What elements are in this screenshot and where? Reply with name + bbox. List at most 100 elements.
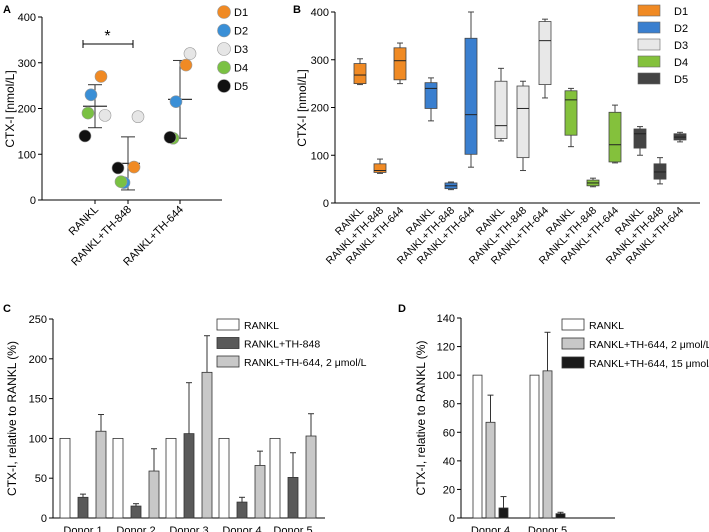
panel-a-significance-star: * — [104, 28, 110, 45]
panel-b-legend-swatch-d1 — [637, 4, 661, 17]
panel-c-bar — [130, 505, 142, 519]
panel-b-legend-swatch-d4 — [637, 55, 661, 68]
panel-b-box-d3 — [516, 85, 530, 159]
panel-b-box-d2 — [464, 37, 478, 155]
panel-c-y-tick-label: 50 — [35, 473, 47, 485]
panel-d-bar — [529, 374, 540, 519]
panel-d-bar — [555, 513, 566, 519]
panel-a-y-axis-label: CTX-I [nmol/L] — [3, 70, 17, 147]
panel-b-y-tick-label: 300 — [311, 55, 329, 67]
panel-d-y-tick-label: 100 — [437, 370, 455, 382]
panel-d-y-tick-label: 40 — [443, 456, 455, 468]
panel-d-legend-swatch — [561, 318, 585, 331]
panel-a-y-tick-label: 100 — [18, 149, 36, 161]
panel-label-a: A — [3, 4, 11, 16]
panel-a-legend-label: D3 — [234, 44, 248, 56]
panel-a-legend-swatch-d1 — [217, 5, 231, 19]
panel-d-legend-label: RANKL+TH-644, 2 μmol/L — [589, 339, 709, 351]
panel-c-legend-swatch — [216, 337, 240, 349]
panel-d-bar — [472, 374, 483, 519]
panel-b-box-d1 — [393, 47, 407, 81]
panel-b-y-tick-label: 0 — [323, 198, 329, 210]
panel-a-point-d3 — [183, 47, 197, 60]
panel-b-y-tick-label: 400 — [311, 7, 329, 19]
panel-a-point-d5 — [163, 131, 177, 144]
panel-d-y-tick-label: 0 — [449, 513, 455, 525]
panel-a-point-d3 — [98, 109, 112, 122]
panel-c-x-tick-label: Donor 1 — [63, 525, 102, 532]
panel-b-legend-label: D1 — [674, 6, 688, 18]
panel-c-y-tick-label: 250 — [29, 314, 47, 326]
panel-c-legend-swatch — [216, 355, 240, 368]
panel-b-box-d4 — [608, 111, 622, 163]
panel-c-bar — [183, 433, 195, 519]
panel-c-bar — [218, 437, 230, 519]
panel-b-legend-swatch-d5 — [637, 72, 661, 85]
panel-c-bar — [59, 437, 71, 519]
panel-c-barchart: 0 50 100 150 200 250 CTX-I, relative to RANKL … — [5, 314, 367, 532]
panel-a-legend-label: D4 — [234, 63, 248, 75]
panel-c-bar — [287, 477, 299, 519]
panel-b-box-d1 — [373, 163, 387, 173]
panel-d-x-tick-label: Donor 5 — [528, 525, 567, 532]
panel-b-legend-label: D4 — [674, 57, 688, 69]
panel-b-legend-label: D2 — [674, 23, 688, 35]
panel-d-barchart: 0 20 40 60 80 100 120 140 CTX-I, relative to RAN… — [414, 313, 709, 532]
panel-d-x-tick-label: Donor 4 — [471, 525, 510, 532]
panel-c-y-tick-label: 0 — [41, 513, 47, 525]
panel-a-y-tick-label: 400 — [18, 12, 36, 24]
panel-c-x-tick-label: Donor 4 — [222, 525, 261, 532]
panel-a-point-d1 — [179, 58, 193, 72]
panel-a-y-tick-label: 0 — [30, 195, 36, 207]
panel-a-point-d5 — [111, 161, 125, 175]
panel-c-x-tick-label: Donor 3 — [169, 525, 208, 532]
panel-a-point-d1 — [127, 160, 141, 174]
panel-c-bar — [269, 437, 281, 519]
panel-d-legend-swatch — [561, 356, 585, 369]
panel-d-legend-swatch — [561, 337, 585, 350]
panel-d-y-axis-label: CTX-I, relative to RANKL (%) — [414, 341, 428, 496]
panel-label-d: D — [398, 303, 406, 315]
panel-d-legend-label: RANKL — [589, 320, 624, 332]
panel-a-legend-label: D2 — [234, 26, 248, 38]
panel-c-bar — [305, 435, 317, 519]
panel-a-legend-swatch-d5 — [217, 79, 231, 93]
panel-d-y-tick-label: 80 — [443, 399, 455, 411]
panel-b-legend-label: D5 — [674, 74, 688, 86]
panel-d-y-tick-label: 60 — [443, 427, 455, 439]
panel-a-point-d3 — [131, 110, 145, 124]
panel-a-legend-swatch-d3 — [217, 42, 231, 56]
panel-a-point-d4 — [114, 175, 128, 188]
panel-c-bar — [148, 470, 160, 519]
panel-c-bar — [254, 465, 266, 519]
panel-b-legend-swatch-d2 — [637, 21, 661, 34]
panel-d-y-tick-label: 20 — [443, 484, 455, 496]
panel-b-box-d4 — [564, 90, 578, 136]
panel-b-y-axis-label: CTX-I [nmol/L] — [295, 69, 309, 146]
panel-b-box-d2 — [424, 82, 438, 109]
panel-d-bar — [542, 370, 553, 519]
panel-c-bar — [95, 430, 107, 519]
panel-c-bar — [112, 437, 124, 519]
panel-c-y-tick-label: 200 — [29, 354, 47, 366]
panel-c-legend-swatch — [216, 318, 240, 331]
panel-a-y-tick-label: 300 — [18, 58, 36, 70]
panel-d-y-tick-label: 120 — [437, 342, 455, 354]
panel-c-bar — [77, 496, 89, 519]
panel-a-legend-swatch-d4 — [217, 60, 231, 75]
panel-d-bar — [498, 507, 509, 519]
panel-b-box-d1 — [353, 63, 367, 85]
panel-c-legend-label: RANKL+TH-848 — [244, 339, 320, 351]
panel-b-y-tick-label: 200 — [311, 103, 329, 115]
panel-c-y-tick-label: 100 — [29, 433, 47, 445]
panel-b-box-d5 — [633, 128, 647, 149]
panel-a-point-d5 — [78, 129, 92, 143]
panel-b-box-d3 — [494, 80, 508, 139]
panel-label-b: B — [293, 4, 301, 16]
panel-d-y-tick-label: 140 — [437, 313, 455, 325]
panel-c-y-tick-label: 150 — [29, 394, 47, 406]
panel-b-y-tick-label: 100 — [311, 150, 329, 162]
